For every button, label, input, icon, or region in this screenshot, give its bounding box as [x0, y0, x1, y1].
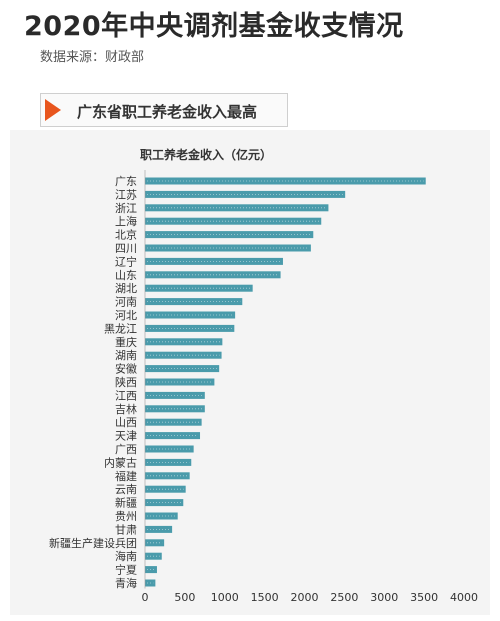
x-tick-label-2: 1000	[211, 591, 239, 604]
category-label-3: 上海	[115, 214, 137, 228]
category-label-7: 山东	[115, 269, 137, 282]
bar-1	[145, 190, 346, 198]
bar-14	[145, 365, 220, 373]
category-label-5: 四川	[115, 242, 137, 255]
chart-title: 职工养老金收入（亿元）	[140, 147, 272, 162]
bar-18	[145, 418, 202, 426]
category-label-25: 贵州	[115, 510, 137, 523]
category-label-6: 辽宁	[115, 254, 137, 268]
category-label-28: 海南	[115, 549, 137, 563]
category-label-1: 江苏	[115, 188, 137, 201]
category-label-11: 黑龙江	[104, 322, 137, 335]
bar-7	[145, 271, 281, 279]
bar-5	[145, 244, 311, 252]
bar-15	[145, 378, 215, 386]
bar-25	[145, 512, 178, 520]
category-label-8: 湖北	[115, 282, 137, 295]
bar-24	[145, 499, 184, 507]
category-label-26: 甘肃	[115, 523, 137, 536]
category-label-30: 青海	[115, 576, 137, 590]
bar-22	[145, 472, 190, 480]
bar-19	[145, 432, 201, 440]
highlight-banner: 广东省职工养老金收入最高	[40, 93, 288, 127]
category-label-29: 宁夏	[115, 563, 137, 577]
x-tick-label-0: 0	[142, 591, 149, 604]
bar-9	[145, 298, 243, 306]
bar-3	[145, 217, 322, 225]
category-label-21: 内蒙古	[104, 455, 137, 469]
category-label-19: 天津	[115, 430, 137, 443]
category-label-16: 江西	[115, 389, 137, 402]
bar-10	[145, 311, 236, 319]
category-label-2: 浙江	[115, 202, 137, 215]
category-label-27: 新疆生产建设兵团	[49, 536, 137, 550]
x-tick-label-4: 2000	[291, 591, 319, 604]
page-title: 2020年中央调剂基金收支情况	[24, 11, 404, 42]
x-tick-label-1: 500	[174, 591, 195, 604]
bar-4	[145, 231, 314, 239]
bar-26	[145, 525, 173, 533]
category-label-22: 福建	[115, 469, 137, 483]
category-label-9: 河南	[115, 296, 137, 309]
bar-27	[145, 539, 165, 547]
x-tick-label-3: 1500	[251, 591, 279, 604]
category-label-0: 广东	[115, 175, 137, 188]
category-label-10: 河北	[115, 309, 137, 322]
category-label-17: 吉林	[115, 402, 137, 416]
category-label-23: 云南	[115, 483, 137, 496]
category-label-18: 山西	[115, 416, 137, 429]
category-label-15: 陕西	[115, 375, 137, 389]
category-label-4: 北京	[115, 228, 137, 242]
arrow-icon	[45, 99, 61, 121]
banner-text: 广东省职工养老金收入最高	[77, 103, 258, 121]
x-tick-label-8: 4000	[450, 591, 478, 604]
x-tick-label-5: 2500	[330, 591, 358, 604]
category-label-12: 重庆	[115, 335, 137, 349]
category-label-24: 新疆	[115, 496, 137, 510]
category-label-13: 湖南	[115, 349, 137, 362]
x-tick-label-7: 3500	[410, 591, 438, 604]
bar-2	[145, 204, 329, 212]
category-label-14: 安徽	[115, 362, 137, 376]
category-label-20: 广西	[115, 443, 137, 456]
bar-20	[145, 445, 194, 453]
x-tick-label-6: 3000	[370, 591, 398, 604]
data-source: 数据来源：财政部	[40, 50, 145, 65]
